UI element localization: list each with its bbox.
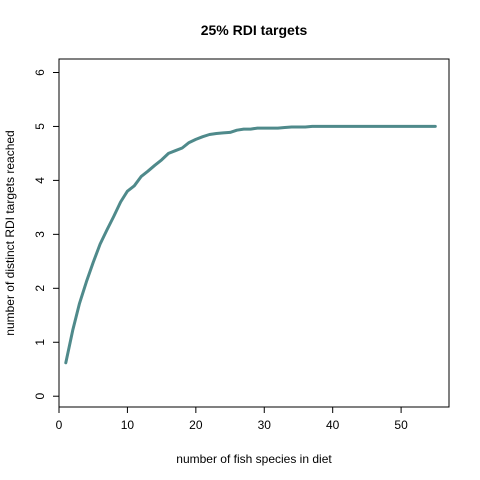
- y-tick-label: 5: [33, 123, 47, 130]
- y-tick-label: 3: [33, 231, 47, 238]
- plot-frame: [58, 58, 450, 408]
- x-axis: 0 10 20 30 40 50: [56, 407, 408, 432]
- x-tick-label: 10: [121, 418, 135, 432]
- y-tick-label: 1: [33, 339, 47, 346]
- x-tick-label: 40: [326, 418, 340, 432]
- x-tick-label: 50: [394, 418, 408, 432]
- y-tick-label: 2: [33, 285, 47, 292]
- y-tick-label: 0: [33, 393, 47, 400]
- y-axis-label: number of distinct RDI targets reached: [3, 130, 17, 335]
- x-tick-label: 0: [56, 418, 63, 432]
- y-axis: 0 1 2 3 4 5 6: [33, 69, 59, 400]
- x-tick-label: 20: [189, 418, 203, 432]
- series-line: [64, 124, 437, 365]
- y-tick-label: 6: [33, 69, 47, 76]
- x-axis-label: number of fish species in diet: [176, 452, 332, 466]
- chart-title: 25% RDI targets: [201, 22, 308, 38]
- x-tick-label: 30: [258, 418, 272, 432]
- y-tick-label: 4: [33, 177, 47, 184]
